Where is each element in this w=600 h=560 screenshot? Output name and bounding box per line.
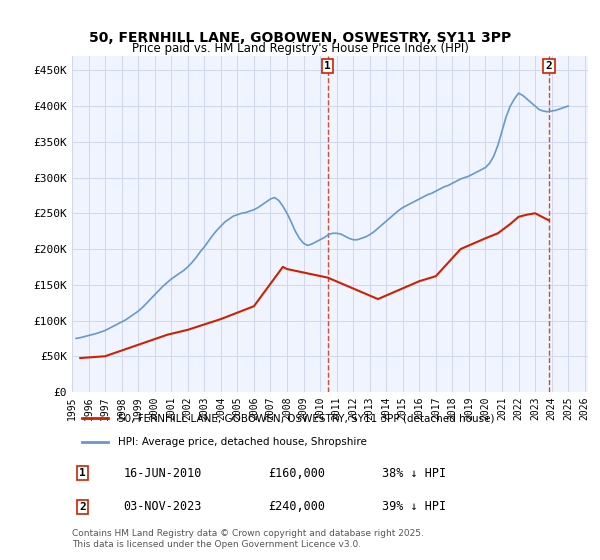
Text: £240,000: £240,000	[268, 500, 325, 514]
Text: 39% ↓ HPI: 39% ↓ HPI	[382, 500, 446, 514]
Text: 2: 2	[545, 61, 553, 71]
Text: Contains HM Land Registry data © Crown copyright and database right 2025.
This d: Contains HM Land Registry data © Crown c…	[72, 529, 424, 549]
Text: 50, FERNHILL LANE, GOBOWEN, OSWESTRY, SY11 3PP: 50, FERNHILL LANE, GOBOWEN, OSWESTRY, SY…	[89, 31, 511, 45]
Text: 2: 2	[79, 502, 86, 512]
Text: 38% ↓ HPI: 38% ↓ HPI	[382, 466, 446, 480]
Text: 1: 1	[325, 61, 331, 71]
Text: 1: 1	[79, 468, 86, 478]
Text: 50, FERNHILL LANE, GOBOWEN, OSWESTRY, SY11 3PP (detached house): 50, FERNHILL LANE, GOBOWEN, OSWESTRY, SY…	[118, 413, 495, 423]
Text: 03-NOV-2023: 03-NOV-2023	[124, 500, 202, 514]
Text: £160,000: £160,000	[268, 466, 325, 480]
Text: 16-JUN-2010: 16-JUN-2010	[124, 466, 202, 480]
Text: HPI: Average price, detached house, Shropshire: HPI: Average price, detached house, Shro…	[118, 436, 367, 446]
Text: Price paid vs. HM Land Registry's House Price Index (HPI): Price paid vs. HM Land Registry's House …	[131, 42, 469, 55]
